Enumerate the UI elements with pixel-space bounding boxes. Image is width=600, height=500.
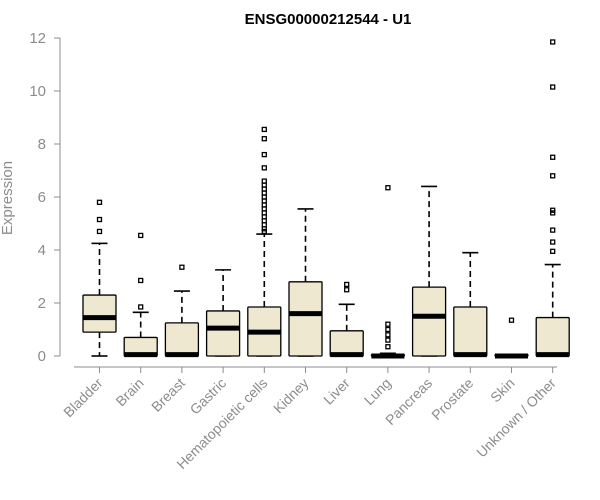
- outlier-point: [96, 228, 103, 235]
- x-tick-label: Breast: [148, 375, 188, 415]
- chart-title: ENSG00000212544 - U1: [245, 11, 412, 28]
- x-tick-label: Bladder: [60, 375, 106, 421]
- box-kidney: [288, 208, 323, 357]
- outlier-point: [550, 154, 556, 160]
- outlier-point: [550, 239, 556, 245]
- outlier-point: [261, 136, 267, 142]
- outlier-point: [96, 199, 103, 205]
- outlier-point: [138, 304, 144, 310]
- iqr-box: [535, 316, 570, 357]
- box-hematopoietic-cells: [247, 126, 282, 357]
- x-tick-label: Kidney: [270, 375, 312, 417]
- box-lung: [370, 185, 406, 359]
- outlier-point: [261, 165, 267, 171]
- y-tick-label: 0: [38, 348, 46, 365]
- outlier-point: [261, 178, 267, 184]
- x-tick-label: Prostate: [428, 375, 476, 423]
- y-tick-label: 2: [38, 295, 46, 312]
- outlier-point: [385, 326, 391, 333]
- y-tick-label: 6: [38, 189, 46, 206]
- box-series: [82, 39, 570, 359]
- x-tick-label: Lung: [361, 375, 394, 408]
- iqr-box: [453, 306, 488, 357]
- x-tick-label: Liver: [320, 375, 353, 408]
- outlier-point: [508, 317, 515, 323]
- outlier-point: [138, 232, 144, 239]
- box-bladder: [82, 199, 117, 357]
- y-axis-ticks: 0 2 4 6 8 10 12: [29, 30, 60, 365]
- y-axis-label: Expression: [0, 161, 16, 235]
- outlier-point: [550, 207, 556, 213]
- box-breast: [164, 264, 200, 358]
- box-skin: [494, 317, 529, 359]
- outlier-point: [550, 84, 556, 90]
- iqr-box: [164, 322, 200, 357]
- outlier-point: [261, 126, 267, 133]
- outlier-point: [385, 185, 391, 191]
- box-gastric: [205, 269, 241, 357]
- box-pancreas: [411, 185, 447, 357]
- iqr-box: [288, 281, 323, 357]
- iqr-box: [205, 310, 241, 357]
- outlier-point: [550, 39, 556, 45]
- x-tick-label: Skin: [487, 375, 518, 406]
- box-brain: [123, 232, 158, 358]
- outlier-point: [550, 173, 556, 179]
- outlier-point: [179, 264, 185, 270]
- outlier-point: [344, 287, 350, 293]
- y-tick-label: 10: [29, 83, 46, 100]
- outlier-point: [550, 227, 556, 233]
- outlier-point: [385, 332, 391, 338]
- outlier-point: [385, 321, 391, 327]
- outlier-point: [550, 248, 556, 254]
- y-tick-label: 4: [38, 242, 46, 259]
- box-prostate: [453, 251, 488, 358]
- outlier-point: [96, 216, 103, 223]
- box-unknown-other: [535, 39, 570, 358]
- outlier-point: [385, 344, 391, 350]
- outlier-point: [138, 277, 144, 284]
- outlier-point: [385, 337, 391, 343]
- box-liver: [329, 281, 364, 358]
- iqr-box: [411, 286, 447, 357]
- x-tick-label: Brain: [112, 375, 146, 409]
- outlier-point: [261, 151, 267, 158]
- iqr-box: [82, 294, 117, 333]
- y-tick-label: 12: [29, 30, 46, 47]
- outlier-point: [344, 281, 350, 288]
- y-tick-label: 8: [38, 136, 46, 153]
